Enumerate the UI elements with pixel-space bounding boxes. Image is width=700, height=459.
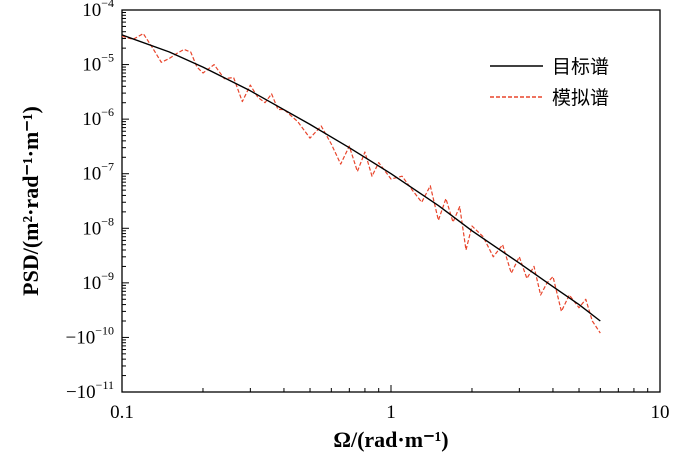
y-tick-label: 10−7 xyxy=(82,160,114,185)
x-axis-title: Ω/(rad·m⁻¹) xyxy=(333,427,448,452)
y-tick-label: 10−5 xyxy=(82,51,114,76)
x-tick-labels: 0.1 1 10 xyxy=(110,402,669,423)
y-tick-label: −10−11 xyxy=(66,378,114,403)
series-layer xyxy=(121,32,601,334)
legend-label-target: 目标谱 xyxy=(552,56,609,78)
x-tick-label: 1 xyxy=(386,402,396,423)
x-tick-label: 0.1 xyxy=(110,402,134,423)
legend: 目标谱 模拟谱 xyxy=(490,56,609,109)
legend-label-simulated: 模拟谱 xyxy=(552,87,609,109)
y-tick-label: 10−6 xyxy=(82,105,114,130)
axis-ticks xyxy=(121,11,661,393)
y-axis-title: PSD/(m²·rad⁻¹·m⁻¹) xyxy=(18,106,43,296)
x-tick-label: 10 xyxy=(651,402,670,423)
y-tick-labels: 10−4 10−5 10−6 10−7 10−8 10−9 −10−10 −10−11 xyxy=(66,0,115,403)
series-line-simulated xyxy=(121,32,601,334)
series-line-target xyxy=(121,34,601,322)
y-tick-label: 10−9 xyxy=(82,269,114,294)
y-tick-label: 10−4 xyxy=(82,0,114,21)
y-tick-label: 10−8 xyxy=(82,214,114,239)
y-tick-label: −10−10 xyxy=(66,323,115,348)
